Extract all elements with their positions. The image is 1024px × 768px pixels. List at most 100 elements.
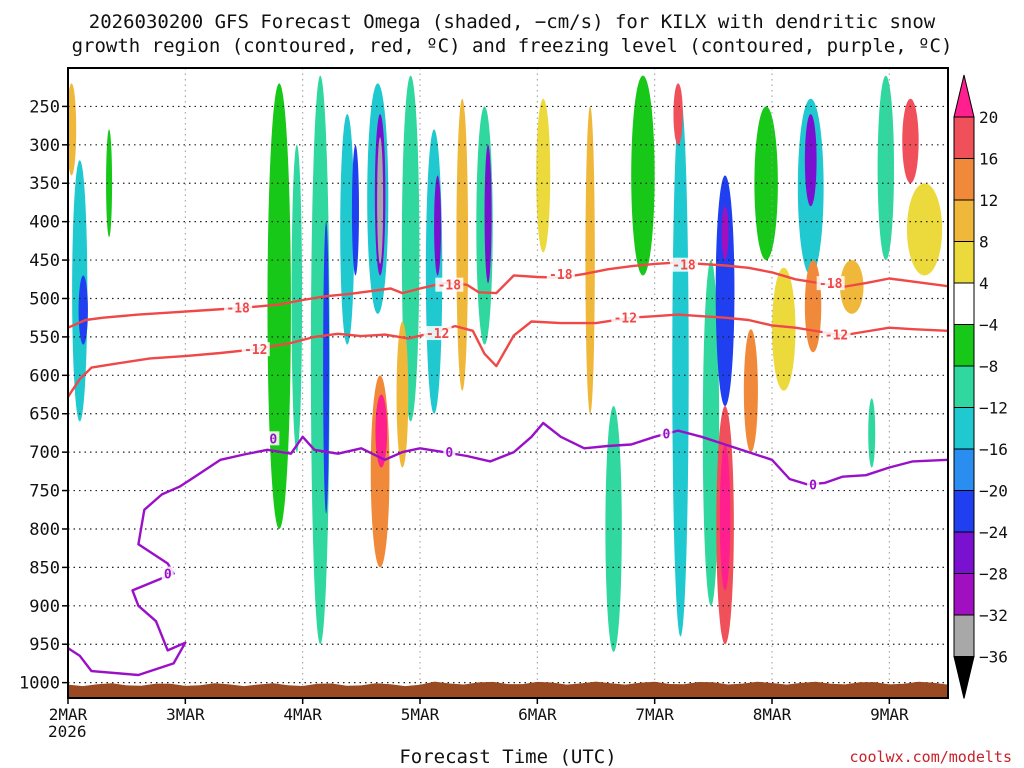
x-tick-label-7MAR: 7MAR xyxy=(635,705,674,724)
contour-label-bg xyxy=(267,431,280,446)
x-tick-label-9MAR: 9MAR xyxy=(870,705,909,724)
contour-label-dendritic-minus12-2: -12 xyxy=(614,312,637,327)
colorbar-label-7: −12 xyxy=(979,399,1008,418)
omega-cell-30 xyxy=(721,206,729,261)
omega-cell-14 xyxy=(375,394,388,468)
contour-label-dendritic-minus18-1: -18 xyxy=(438,279,462,294)
colorbar-swatch-13 xyxy=(953,614,975,657)
omega-cell-32 xyxy=(719,444,731,591)
credit-text: coolwx.com/modelts xyxy=(849,748,1012,766)
chart-title-line2: growth region (contoured, red, ºC) and f… xyxy=(72,35,953,57)
contour-label-dendritic-minus18-4: -18 xyxy=(819,277,843,292)
omega-cell-25 xyxy=(631,75,655,276)
x-axis-label: Forecast Time (UTC) xyxy=(399,746,616,768)
omega-cell-15 xyxy=(401,75,420,422)
terrain-fill xyxy=(68,681,948,698)
omega-cell-35 xyxy=(772,267,796,391)
colorbar-label-3: 8 xyxy=(979,233,989,252)
grid-lines xyxy=(68,68,948,698)
y-tick-label-1000: 1000 xyxy=(19,674,60,694)
omega-cell-41 xyxy=(877,75,895,261)
colorbar-swatch-10 xyxy=(953,490,975,533)
y-tick-label-650: 650 xyxy=(29,405,60,425)
contour-label-bg xyxy=(546,266,575,281)
contour-label-bg xyxy=(423,326,452,341)
omega-cell-19 xyxy=(456,98,469,391)
contour-freezing-level-0 xyxy=(68,421,948,677)
contour-label-dendritic-minus18-2: -18 xyxy=(549,268,573,283)
omega-cell-8 xyxy=(340,114,355,345)
colorbar-swatch-11 xyxy=(953,531,975,574)
omega-cell-38 xyxy=(804,260,822,353)
chart-title-line1: 2026030200 GFS Forecast Omega (shaded, −… xyxy=(89,11,936,33)
omega-cell-43 xyxy=(906,183,943,276)
y-tick-label-600: 600 xyxy=(29,366,60,386)
x-tick-label-5MAR: 5MAR xyxy=(401,705,440,724)
omega-cell-23 xyxy=(585,106,595,414)
colorbar-top-arrow xyxy=(953,74,975,118)
colorbar-swatch-1 xyxy=(953,116,975,159)
colorbar-label-13: −36 xyxy=(979,648,1008,667)
omega-cell-33 xyxy=(743,329,758,453)
y-tick-label-750: 750 xyxy=(29,482,60,502)
contour-label-freezing-level-0-2: 0 xyxy=(445,446,453,461)
colorbar-swatch-4 xyxy=(953,241,975,284)
contour-label-bg xyxy=(670,257,698,272)
colorbar-swatch-2 xyxy=(953,158,975,201)
colorbar-label-1: 16 xyxy=(979,150,998,169)
contour-label-freezing-level-0-3: 0 xyxy=(662,428,670,443)
y-tick-label-700: 700 xyxy=(29,443,60,463)
contour-dendritic-minus12 xyxy=(68,313,948,398)
omega-cell-34 xyxy=(754,106,778,261)
year-label: 2026 xyxy=(48,722,87,741)
omega-cell-16 xyxy=(425,129,443,414)
omega-cell-6 xyxy=(310,75,330,645)
omega-cell-12 xyxy=(377,137,384,264)
colorbar-label-9: −20 xyxy=(979,482,1008,501)
omega-cell-21 xyxy=(484,144,492,284)
y-tick-label-850: 850 xyxy=(29,558,60,578)
omega-cell-37 xyxy=(804,114,817,207)
colorbar-bottom-arrow xyxy=(953,656,975,699)
x-tick-label-4MAR: 4MAR xyxy=(283,705,322,724)
omega-cell-40 xyxy=(868,398,876,468)
omega-cell-26 xyxy=(672,98,689,637)
y-tick-label-900: 900 xyxy=(29,597,60,617)
x-tick-label-6MAR: 6MAR xyxy=(518,705,557,724)
y-tick-label-400: 400 xyxy=(29,213,60,233)
terrain-ground xyxy=(68,681,948,698)
y-tick-label-800: 800 xyxy=(29,520,60,540)
contour-label-bg xyxy=(241,342,270,357)
colorbar-swatch-5 xyxy=(953,282,975,325)
x-tick-label-3MAR: 3MAR xyxy=(166,705,205,724)
colorbar-swatch-8 xyxy=(953,407,975,450)
colorbar: 20 16 12 8 4 −4 −8 −12 −16 −20 −24 −28 −32 −36 xyxy=(953,74,1008,699)
omega-cell-1 xyxy=(78,275,88,345)
y-tick-label-550: 550 xyxy=(29,328,60,348)
contour-label-bg xyxy=(807,477,820,492)
omega-cell-29 xyxy=(715,175,735,407)
contour-label-bg xyxy=(443,445,456,460)
contour-label-freezing-level-0-0: 0 xyxy=(164,568,172,583)
colorbar-label-6: −8 xyxy=(979,357,998,376)
colorbar-swatch-9 xyxy=(953,448,975,491)
colorbar-label-0: 20 xyxy=(979,108,998,127)
colorbar-label-2: 12 xyxy=(979,191,998,210)
contour-label-bg xyxy=(161,566,174,581)
colorbar-swatch-7 xyxy=(953,365,975,408)
x-tick-label-2MAR: 2MAR xyxy=(49,705,88,724)
omega-cell-42 xyxy=(902,98,919,184)
contour-label-bg xyxy=(822,327,851,342)
omega-cell-9 xyxy=(351,144,359,276)
omega-cell-7 xyxy=(323,221,330,514)
contour-label-bg xyxy=(660,426,673,441)
y-tick-label-950: 950 xyxy=(29,635,60,655)
colorbar-swatch-3 xyxy=(953,199,975,242)
contour-label-dendritic-minus18-0: -18 xyxy=(226,302,250,317)
y-tick-label-450: 450 xyxy=(29,251,60,271)
colorbar-label-11: −28 xyxy=(979,565,1008,584)
y-tick-label-250: 250 xyxy=(29,97,60,117)
pressure-axis: 250 300 350 400 450 500 550 600 650 700 750 800 850 9… xyxy=(19,97,68,694)
contour-label-bg xyxy=(816,276,845,291)
colorbar-label-4: 4 xyxy=(979,274,989,293)
